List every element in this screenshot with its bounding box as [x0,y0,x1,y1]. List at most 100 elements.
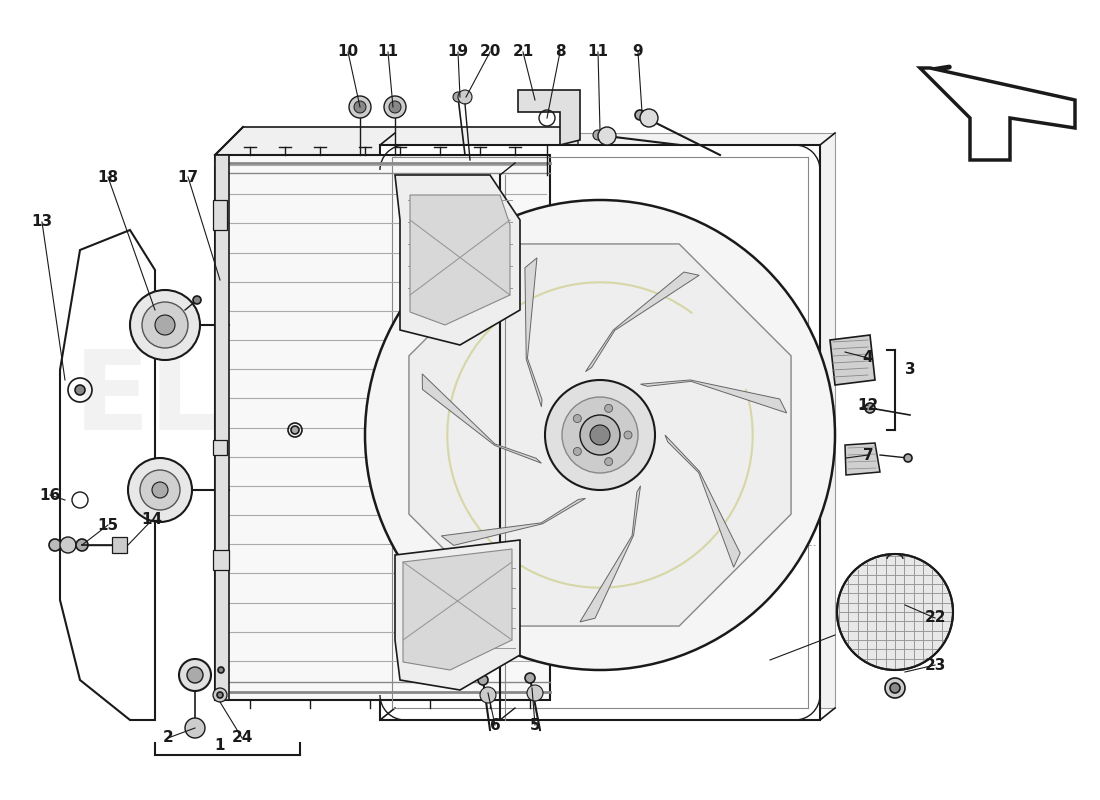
Text: 11: 11 [377,45,398,59]
Polygon shape [214,155,229,700]
Circle shape [458,90,472,104]
Circle shape [478,675,488,685]
Circle shape [573,414,581,422]
Polygon shape [550,127,578,700]
Text: 7: 7 [862,447,873,462]
Text: 11: 11 [587,45,608,59]
Text: 13: 13 [32,214,53,230]
Text: 22: 22 [924,610,946,626]
Text: 1985: 1985 [531,526,708,594]
Circle shape [179,659,211,691]
Circle shape [76,539,88,551]
Polygon shape [666,435,740,567]
Polygon shape [410,195,510,325]
Polygon shape [379,145,820,720]
Circle shape [525,673,535,683]
Circle shape [837,554,953,670]
Circle shape [354,101,366,113]
Text: 9: 9 [632,45,644,59]
Text: 21: 21 [513,45,534,59]
Text: 16: 16 [40,487,60,502]
Circle shape [598,127,616,145]
Circle shape [590,425,610,445]
Polygon shape [441,498,585,546]
Polygon shape [395,540,520,690]
Polygon shape [213,550,229,570]
Circle shape [605,404,613,412]
Text: 10: 10 [338,45,359,59]
Circle shape [365,200,835,670]
Circle shape [50,539,60,551]
Circle shape [292,426,299,434]
Polygon shape [395,133,835,708]
Polygon shape [585,272,700,372]
Circle shape [192,296,201,304]
Circle shape [213,688,227,702]
Polygon shape [214,155,550,700]
Text: 12: 12 [857,398,879,413]
Text: 15: 15 [98,518,119,533]
Circle shape [593,130,603,140]
Circle shape [128,458,192,522]
Text: 19: 19 [448,45,469,59]
Text: 1: 1 [214,738,225,753]
Circle shape [904,454,912,462]
Text: a passion...: a passion... [277,513,483,547]
Text: 6: 6 [490,718,500,733]
Circle shape [527,685,543,701]
Polygon shape [112,537,126,553]
Polygon shape [214,127,578,155]
Circle shape [75,385,85,395]
Polygon shape [920,68,1075,160]
Circle shape [886,678,905,698]
Text: 24: 24 [231,730,253,746]
Text: 17: 17 [177,170,199,185]
Polygon shape [409,244,791,626]
Polygon shape [213,200,227,230]
Polygon shape [640,380,786,413]
Polygon shape [845,443,880,475]
Text: 5: 5 [530,718,540,733]
Circle shape [152,482,168,498]
Polygon shape [213,440,227,455]
Text: 3: 3 [904,362,915,378]
Text: 18: 18 [98,170,119,185]
Circle shape [580,415,620,455]
Circle shape [155,315,175,335]
Polygon shape [525,258,542,406]
Text: 23: 23 [924,658,946,673]
Circle shape [60,537,76,553]
Circle shape [573,447,581,455]
Text: ELDORADO: ELDORADO [74,346,766,454]
Circle shape [562,397,638,473]
Polygon shape [403,549,512,670]
Circle shape [865,403,874,413]
Circle shape [187,667,204,683]
Circle shape [218,667,224,673]
Circle shape [624,431,632,439]
Text: 20: 20 [480,45,501,59]
Text: 2: 2 [163,730,174,746]
Circle shape [605,458,613,466]
Circle shape [389,101,402,113]
Text: 14: 14 [142,513,163,527]
Polygon shape [580,486,640,622]
Circle shape [640,109,658,127]
Circle shape [635,110,645,120]
Polygon shape [422,374,541,463]
Circle shape [349,96,371,118]
Circle shape [384,96,406,118]
Text: 8: 8 [554,45,565,59]
Polygon shape [395,175,520,345]
Circle shape [142,302,188,348]
Polygon shape [830,335,874,385]
Circle shape [453,92,463,102]
Circle shape [185,718,205,738]
Circle shape [544,380,654,490]
Circle shape [130,290,200,360]
Circle shape [890,683,900,693]
Circle shape [480,687,496,703]
Circle shape [140,470,180,510]
Text: 4: 4 [862,350,873,366]
Circle shape [217,692,223,698]
